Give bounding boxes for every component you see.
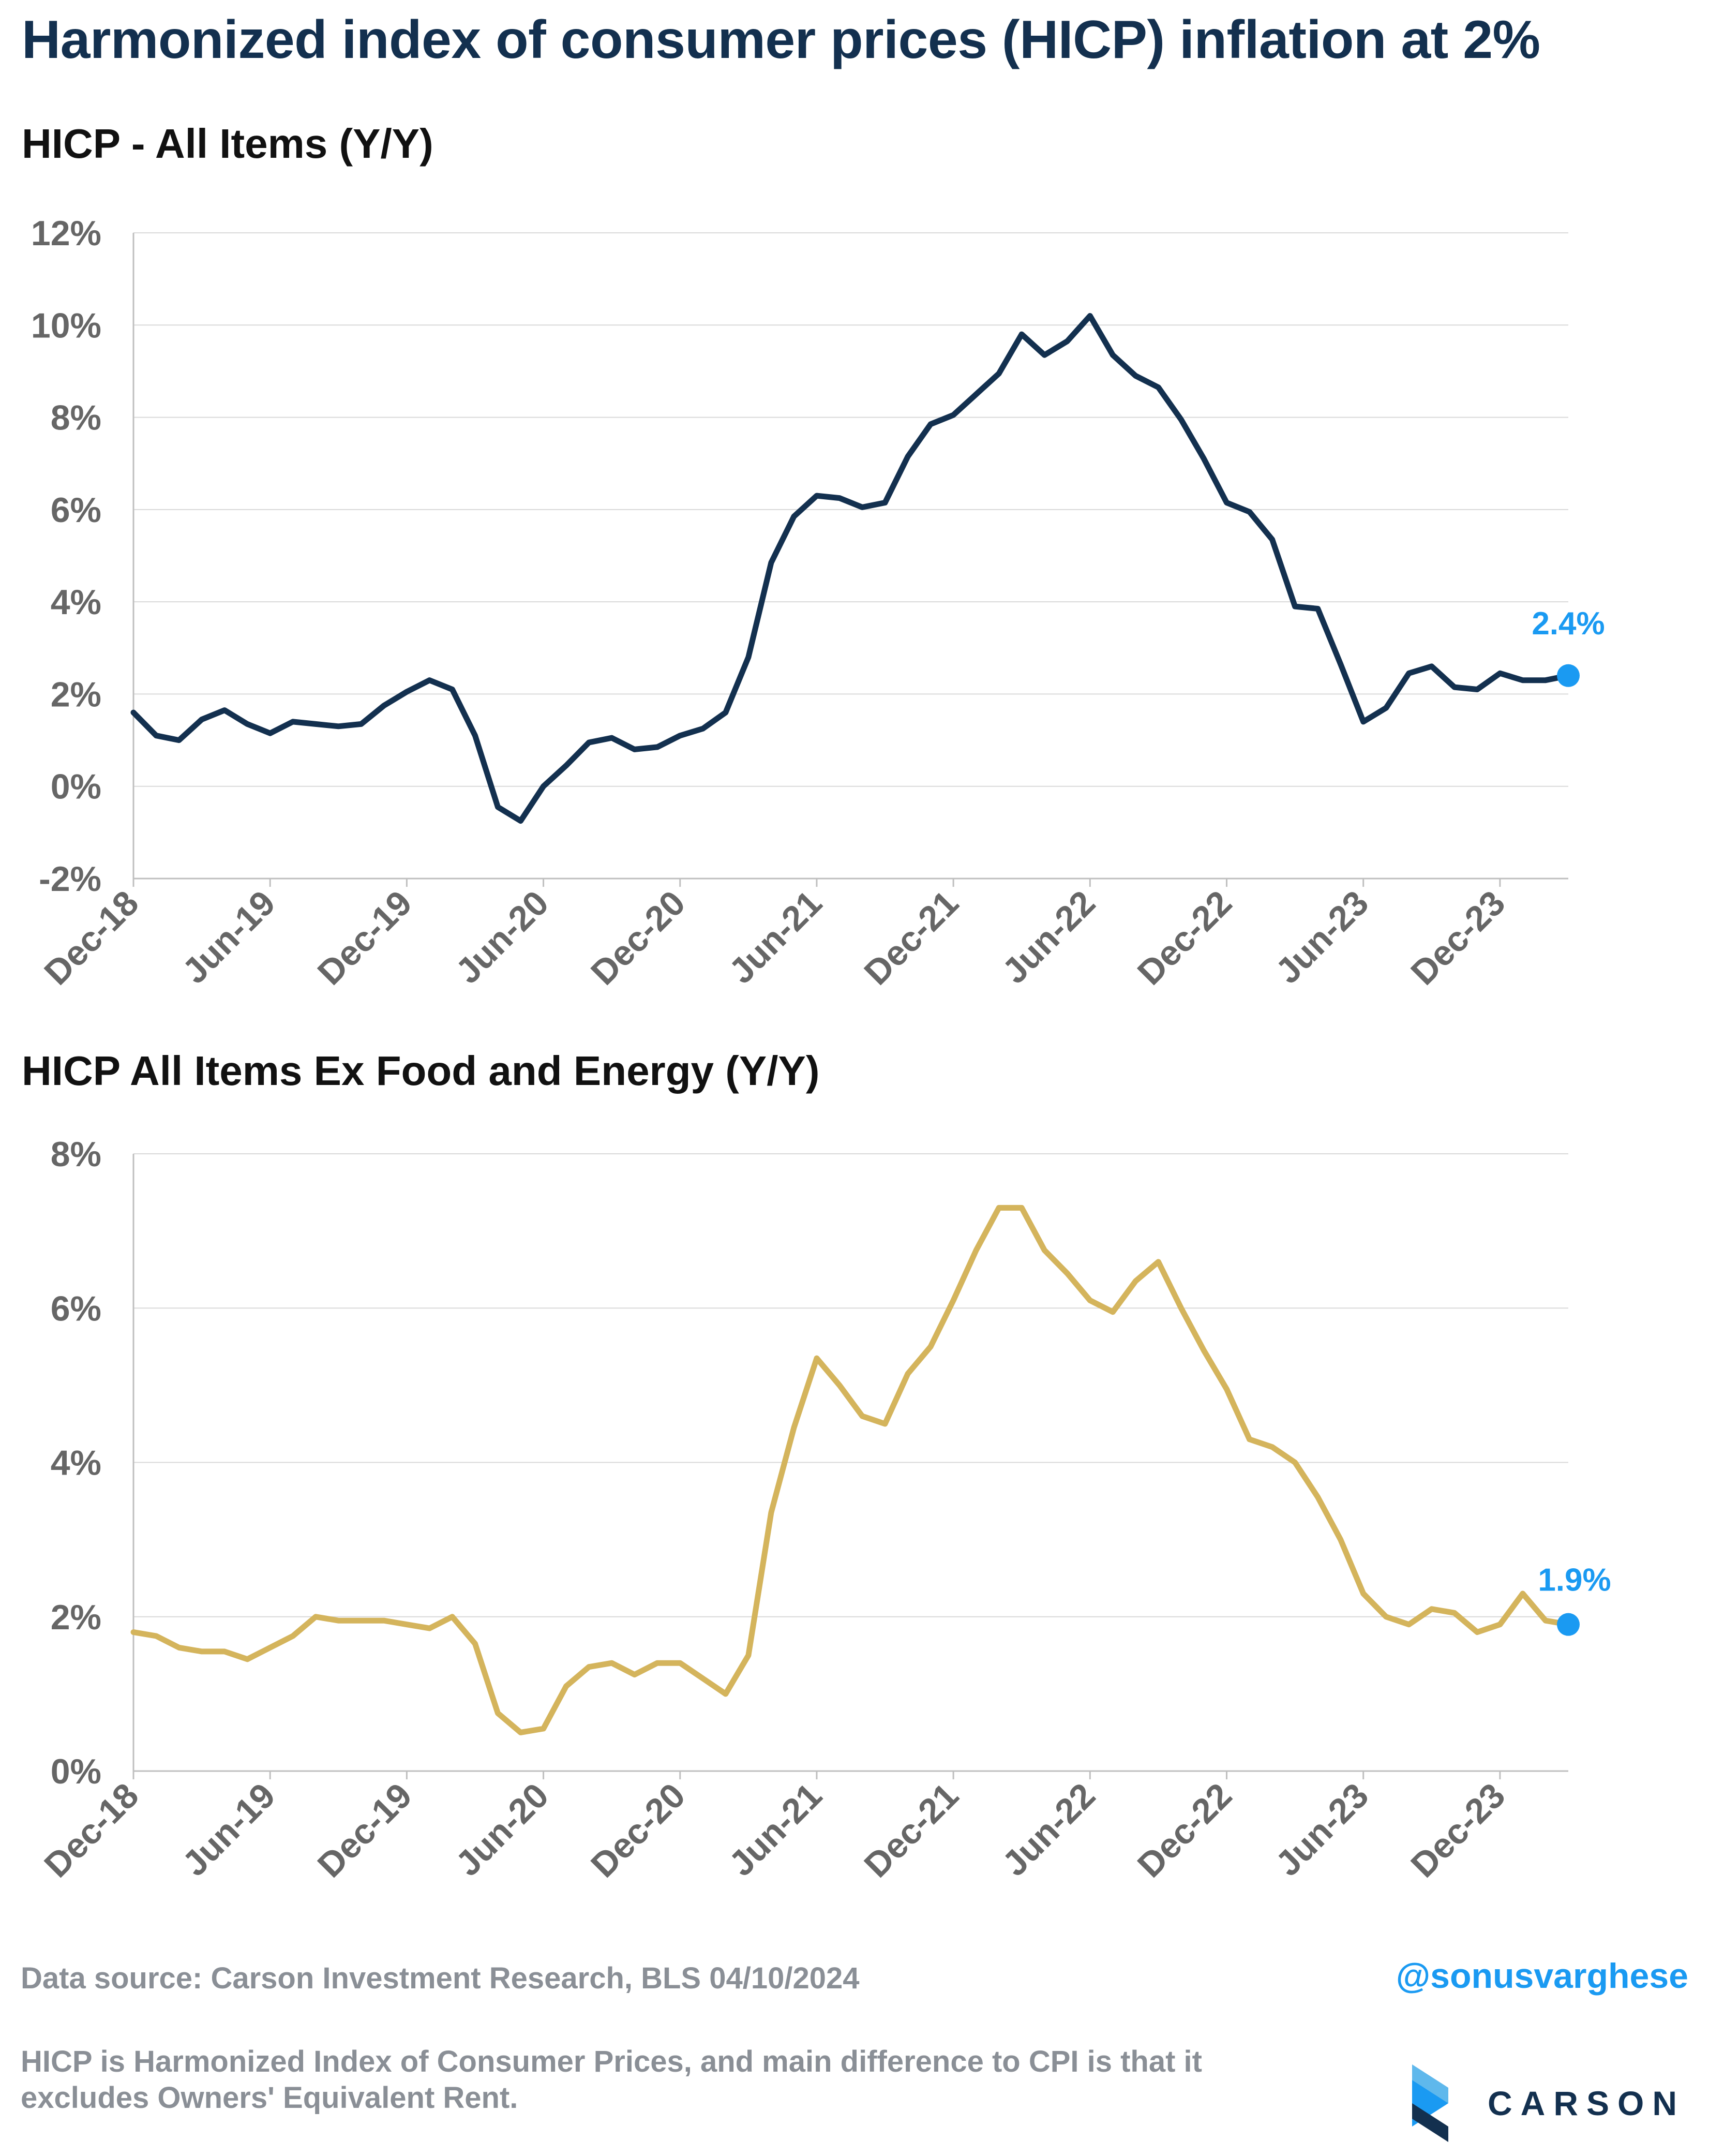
x-tick-label: Dec-20	[583, 883, 693, 992]
x-tick-label: Dec-19	[310, 883, 419, 992]
x-tick-label: Dec-21	[857, 1776, 966, 1885]
x-tick-label: Jun-19	[175, 883, 283, 991]
x-tick-label: Dec-23	[1403, 883, 1512, 992]
carson-wordmark: CARSON	[1488, 2084, 1686, 2122]
y-tick-label: 6%	[51, 1289, 101, 1328]
x-tick-label: Dec-23	[1403, 1776, 1512, 1885]
y-tick-label: 2%	[51, 675, 101, 714]
y-tick-label: 12%	[31, 214, 101, 253]
x-tick-label: Dec-18	[37, 1776, 146, 1885]
x-tick-label: Dec-19	[310, 1776, 419, 1885]
x-tick-label: Jun-20	[448, 1776, 556, 1884]
page-title: Harmonized index of consumer prices (HIC…	[22, 10, 1540, 70]
chart-title-all-items: HICP - All Items (Y/Y)	[22, 121, 433, 167]
hicp-all-items-chart: -2% 0% 2% 4% 6% 8% 10% 12% Dec-18 Jun-19 Dec-19 Jun…	[31, 214, 1605, 992]
end-point-marker	[1557, 664, 1580, 687]
end-value-label: 2.4%	[1532, 606, 1605, 642]
x-tick-label: Dec-20	[583, 1776, 693, 1885]
y-tick-label: 6%	[51, 490, 101, 530]
x-tick-label: Jun-22	[995, 1776, 1103, 1884]
x-tick-label: Dec-22	[1130, 1776, 1239, 1885]
x-tick-label: Jun-20	[448, 883, 556, 991]
y-tick-label: 4%	[51, 1444, 101, 1483]
y-tick-label: 0%	[51, 767, 101, 807]
y-tick-label: 8%	[51, 398, 101, 438]
social-handle[interactable]: @sonusvarghese	[1396, 1956, 1688, 1996]
x-tick-label: Dec-22	[1130, 883, 1239, 992]
y-tick-label: 4%	[51, 583, 101, 622]
end-value-label: 1.9%	[1538, 1563, 1611, 1598]
series-line	[130, 313, 1571, 824]
end-point-marker	[1557, 1613, 1580, 1636]
x-tick-label: Jun-19	[175, 1776, 283, 1884]
footnote: HICP is Harmonized Index of Consumer Pri…	[21, 2045, 1202, 2115]
data-source: Data source: Carson Investment Research,…	[21, 1961, 860, 1995]
carson-chevron-icon	[1412, 2064, 1448, 2142]
carson-logo: CARSON	[1402, 2064, 1685, 2142]
y-tick-label: 8%	[51, 1135, 101, 1174]
x-tick-label: Jun-23	[1268, 883, 1376, 991]
x-tick-label: Jun-23	[1268, 1776, 1376, 1884]
y-tick-label: -2%	[39, 859, 101, 899]
y-tick-label: 2%	[51, 1598, 101, 1637]
x-tick-label: Jun-21	[722, 883, 830, 991]
hicp-core-chart: 0% 2% 4% 6% 8% Dec-18 Jun-19 Dec-19 Jun-20 Dec-20…	[37, 1135, 1611, 1885]
chart-title-core: HICP All Items Ex Food and Energy (Y/Y)	[22, 1048, 820, 1094]
series-line	[130, 1205, 1571, 1735]
x-tick-label: Jun-22	[995, 883, 1103, 991]
x-tick-label: Jun-21	[722, 1776, 830, 1884]
x-tick-label: Dec-21	[857, 883, 966, 992]
x-tick-label: Dec-18	[37, 883, 146, 992]
y-tick-label: 10%	[31, 306, 101, 345]
y-tick-label: 0%	[51, 1752, 101, 1791]
